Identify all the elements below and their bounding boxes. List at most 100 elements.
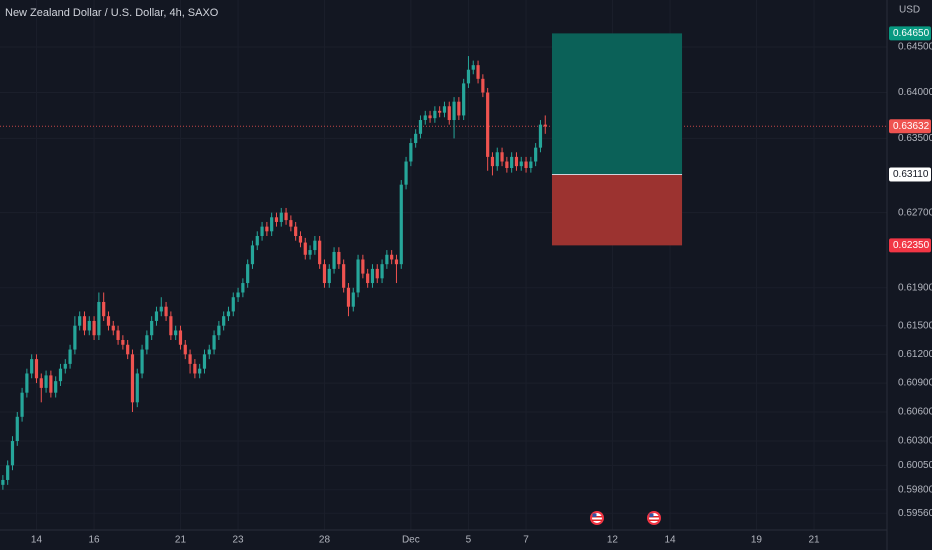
candle-body (442, 106, 447, 113)
candle-body (193, 363, 197, 374)
candle-body (390, 254, 394, 260)
candle-body (102, 301, 106, 317)
candle-body (466, 69, 471, 84)
candle-body (529, 161, 533, 168)
event-icon[interactable] (590, 511, 604, 525)
x-tick-label: 14 (664, 535, 676, 546)
candle-body (106, 316, 111, 326)
candle-body (188, 354, 192, 364)
x-tick-label: 23 (233, 535, 245, 546)
x-tick-label: Dec (402, 535, 420, 546)
flag-canton (592, 513, 597, 517)
candle-body (308, 250, 312, 255)
y-tick-label: 0.64500 (898, 42, 932, 53)
candle-body (250, 245, 255, 265)
candle-body (63, 363, 67, 369)
candle-body (418, 120, 423, 134)
candle-body (534, 147, 538, 162)
candle-body (524, 161, 528, 168)
candle-body (73, 325, 77, 350)
y-tick-label: 0.62700 (898, 207, 932, 218)
candle-body (423, 115, 427, 121)
candle-body (399, 184, 403, 265)
candle-body (375, 268, 379, 279)
candle-body (178, 330, 183, 345)
candle-body (514, 156, 519, 167)
price-tag-label: 0.62350 (893, 240, 930, 251)
candle-body (116, 330, 120, 340)
candle-body (255, 235, 259, 246)
candle-body (447, 106, 451, 121)
candle-body (361, 259, 365, 274)
candle-body (337, 251, 341, 265)
loss-zone (551, 174, 683, 246)
candle-body (183, 344, 187, 355)
candle-body (20, 392, 24, 417)
candle-body (486, 92, 490, 157)
candle-body (202, 354, 207, 369)
position-tool[interactable] (551, 33, 683, 246)
x-tick-label: 21 (808, 535, 820, 546)
y-tick-label: 0.59560 (898, 508, 932, 519)
candle-body (1, 479, 5, 485)
y-tick-label: 0.63500 (898, 133, 932, 144)
candle-body (289, 220, 293, 227)
candle-body (126, 344, 130, 355)
candle-body (538, 124, 543, 148)
candle-body (212, 335, 216, 350)
candle-body (241, 283, 245, 293)
candle-body (495, 152, 499, 167)
x-tick-label: 7 (523, 535, 529, 546)
candle-body (313, 240, 317, 251)
candle-body (452, 101, 456, 121)
candle-body (130, 354, 135, 403)
candle-body (366, 273, 370, 284)
price-tag (889, 26, 931, 41)
x-tick-label: 14 (31, 535, 43, 546)
candle-body (30, 359, 34, 374)
candle-body (332, 251, 336, 269)
candle-body (351, 292, 355, 307)
candle-body (380, 264, 384, 279)
candle-body (87, 320, 91, 331)
flag-stripe (592, 516, 602, 518)
candle-body (159, 306, 163, 312)
candle-body (222, 316, 226, 326)
price-tag-label: 0.63632 (893, 121, 930, 132)
y-axis-label: USD (899, 5, 920, 16)
candle-body (409, 143, 413, 162)
candle-body (25, 373, 29, 393)
candle-body (49, 375, 53, 393)
candle-body (457, 101, 461, 116)
y-tick-label: 0.64000 (898, 87, 932, 98)
candle-body (236, 292, 240, 298)
candle-body (543, 124, 547, 127)
axes: 0.64500 0.64000 0.63500 0.62700 0.61900 0.615… (31, 26, 932, 546)
event-icon[interactable] (647, 511, 661, 525)
candle-body (279, 212, 283, 222)
candle-body (385, 254, 389, 265)
y-tick-label: 0.61200 (898, 349, 932, 360)
profit-zone (551, 33, 683, 175)
candle-body (207, 349, 211, 355)
candle-body (82, 316, 87, 331)
candle-body (44, 375, 48, 388)
candle-body (303, 242, 307, 255)
candle-body (135, 373, 139, 403)
y-tick-label: 0.61500 (898, 320, 932, 331)
price-tag (889, 119, 931, 134)
candle-body (356, 259, 360, 293)
candle-body (92, 320, 96, 336)
y-tick-label: 0.60300 (898, 436, 932, 447)
x-tick-label: 19 (751, 535, 763, 546)
candle-body (97, 301, 101, 336)
candle-body (346, 287, 351, 307)
candle-body (322, 264, 327, 284)
flag-stripe (592, 519, 602, 521)
candle-body (58, 368, 63, 382)
candle-body (246, 264, 250, 284)
candle-body (150, 320, 154, 336)
candle-body (462, 83, 466, 116)
candle-body (342, 264, 346, 288)
